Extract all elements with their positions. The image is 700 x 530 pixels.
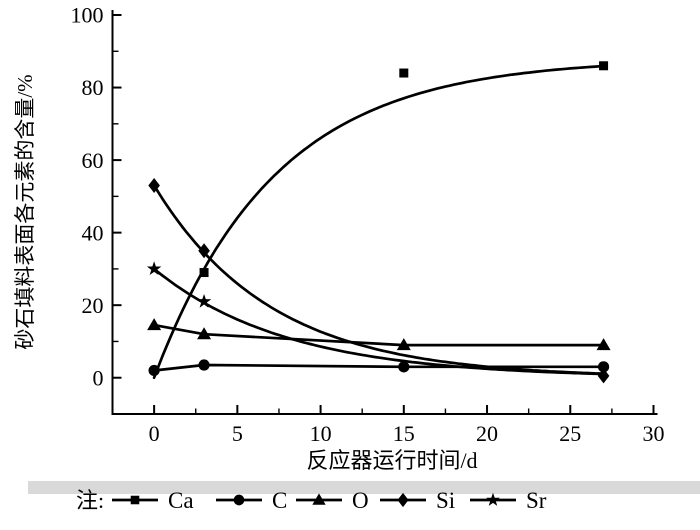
marker-diamond [597, 368, 610, 384]
series-Sr [146, 261, 605, 376]
series-Si [148, 177, 610, 384]
legend-label-Si: Si [436, 488, 455, 513]
marker-square [199, 268, 209, 278]
series-curve-C [152, 363, 605, 372]
x-tick-label: 20 [476, 421, 498, 446]
marker-triangle [147, 318, 162, 331]
series-Ca [152, 61, 609, 380]
series-O [147, 318, 611, 351]
marker-triangle [396, 338, 411, 351]
tick-labels: 0 20 40 60 80 100 0 5 10 15 20 25 30 [71, 3, 665, 446]
series-curve-O [152, 323, 605, 347]
scan-artifact-band [28, 481, 700, 494]
marker-circle [198, 359, 210, 371]
marker-triangle [197, 327, 212, 340]
x-tick-label: 10 [310, 421, 332, 446]
marker-circle [597, 361, 610, 373]
legend-label-O: O [352, 488, 369, 513]
legend-label-Ca: Ca [168, 488, 194, 513]
marker-circle [398, 361, 410, 373]
legend-item-C: C [216, 488, 287, 513]
legend-item-O: O [296, 488, 369, 513]
legend-item-Ca: Ca [112, 488, 194, 513]
marker-triangle [596, 338, 611, 351]
y-tick-label: 20 [82, 293, 104, 318]
marker-star [146, 261, 162, 276]
marker-square [130, 495, 140, 505]
series-curve-Ca [152, 64, 605, 380]
legend-item-Si: Si [380, 488, 455, 513]
legend-label-Sr: Sr [526, 488, 547, 513]
y-tick-label: 80 [82, 75, 104, 100]
marker-triangle [312, 493, 326, 505]
y-axis-label: 砂石填料表面各元素的含量/% [13, 74, 37, 349]
x-tick-label: 30 [643, 421, 665, 446]
series-C [148, 359, 610, 377]
marker-square [599, 61, 609, 71]
marker-diamond [198, 243, 210, 259]
x-tick-label: 0 [149, 421, 160, 446]
x-tick-label: 5 [232, 421, 243, 446]
marker-star [196, 293, 212, 308]
marker-diamond [148, 177, 160, 193]
x-axis-label: 反应器运行时间/d [306, 448, 477, 473]
axes [111, 10, 658, 415]
marker-circle [233, 494, 245, 506]
legend-label-C: C [272, 488, 287, 513]
y-tick-label: 100 [71, 3, 104, 28]
marker-square [399, 68, 409, 78]
marker-circle [148, 364, 160, 377]
series-curve-Sr [152, 267, 605, 376]
legend: Ca C O Si Sr [112, 488, 547, 513]
data-series [146, 61, 611, 384]
legend-note: 注: [76, 488, 104, 513]
y-tick-label: 40 [82, 220, 104, 245]
x-tick-label: 25 [559, 421, 581, 446]
marker-diamond [397, 492, 409, 508]
x-tick-label: 15 [393, 421, 415, 446]
y-tick-label: 60 [82, 148, 104, 173]
legend-item-Sr: Sr [470, 488, 547, 513]
marker-star [486, 492, 500, 506]
y-tick-label: 0 [93, 365, 104, 390]
